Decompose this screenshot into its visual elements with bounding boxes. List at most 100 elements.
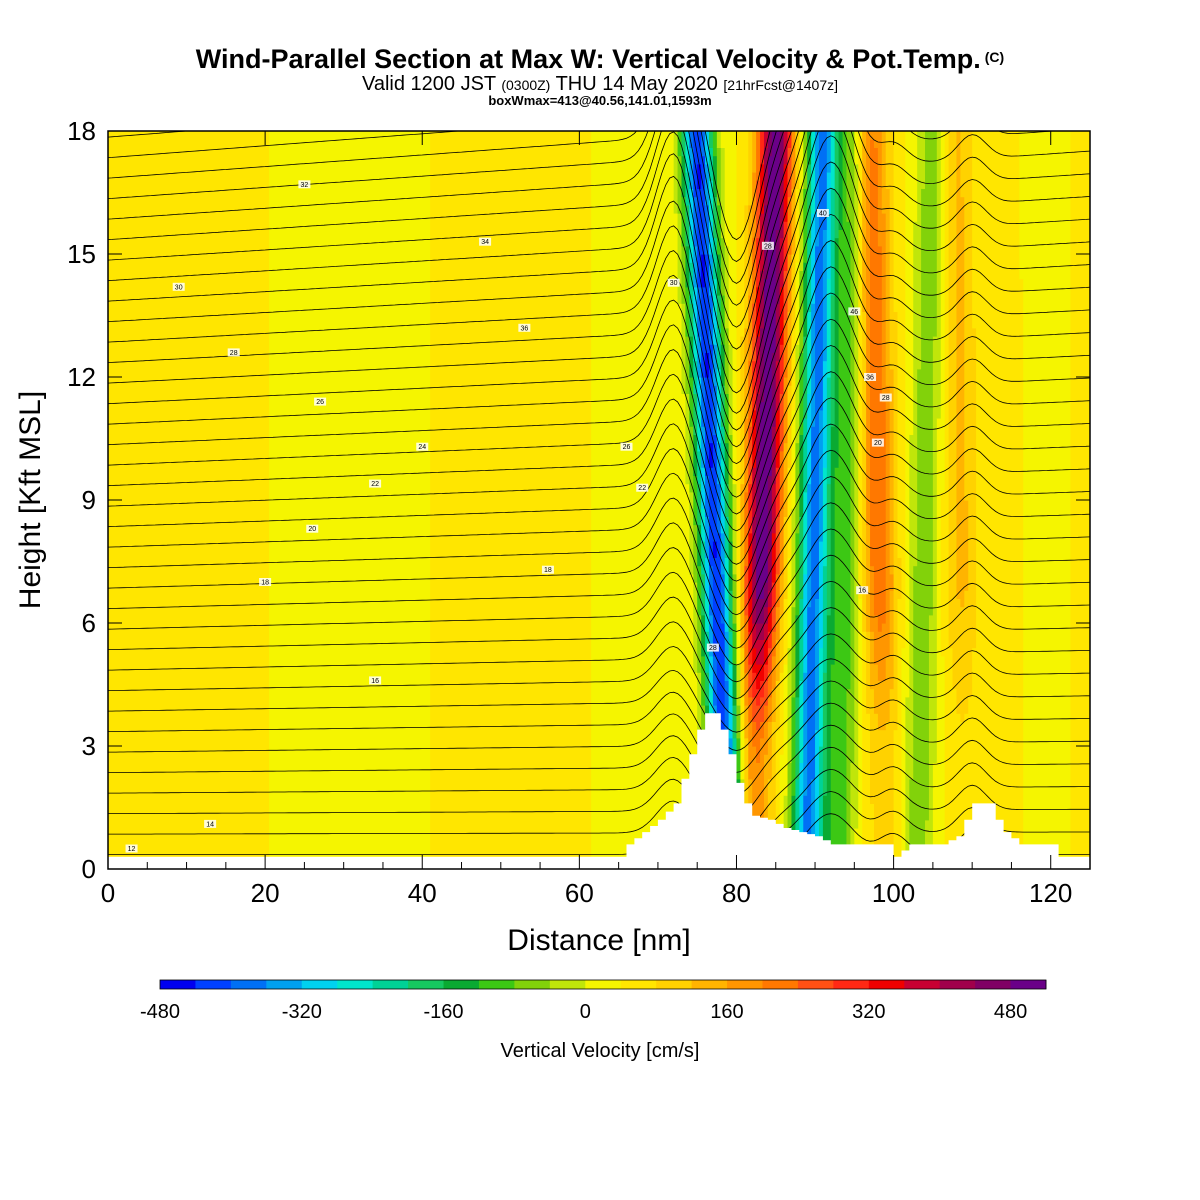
velocity-cell: [779, 450, 785, 509]
isentrope-label: 36: [866, 375, 874, 382]
velocity-cell: [866, 713, 871, 869]
velocity-cell: [877, 631, 883, 681]
colorbar-swatch: [372, 980, 409, 989]
velocity-cell: [752, 721, 757, 747]
velocity-cell: [701, 254, 706, 288]
velocity-cell: [661, 131, 667, 869]
isentrope-label-bg: [816, 209, 829, 217]
velocity-cell: [964, 131, 969, 501]
velocity-cell: [795, 131, 800, 189]
velocity-cell: [740, 696, 745, 731]
isentrope-line: [108, 131, 777, 262]
colorbar-swatch: [301, 980, 338, 989]
velocity-cell: [123, 131, 129, 869]
valid-time: Valid 1200 JST: [361, 73, 496, 95]
velocity-cell: [697, 614, 702, 673]
velocity-cell: [744, 614, 749, 673]
velocity-cell: [335, 131, 341, 869]
velocity-cell: [693, 131, 698, 198]
velocity-cell: [964, 590, 969, 714]
isentrope-label-bg: [871, 438, 884, 447]
velocity-cell: [599, 131, 604, 869]
velocity-cell: [807, 483, 812, 608]
isentrope-label-bg: [864, 373, 877, 381]
velocity-cell: [716, 327, 722, 370]
velocity-cell: [783, 319, 789, 378]
velocity-cell: [724, 598, 730, 632]
velocity-cell: [952, 131, 958, 690]
velocity-cell: [760, 721, 765, 739]
velocity-cell: [826, 483, 832, 616]
velocity-cell: [689, 229, 694, 263]
velocity-cell: [701, 377, 706, 427]
velocity-cell: [775, 729, 781, 869]
velocity-cell: [245, 131, 251, 869]
velocity-cell: [763, 664, 769, 681]
velocity-cell: [720, 295, 726, 345]
velocity-cell: [689, 573, 694, 869]
colorbar-swatch: [833, 980, 870, 989]
velocity-cell: [870, 139, 875, 567]
velocity-cell: [1015, 131, 1020, 869]
velocity-cell: [1042, 131, 1048, 869]
velocity-cell: [799, 516, 804, 599]
velocity-cell: [697, 672, 702, 763]
colorbar-tick-label: 480: [994, 1001, 1027, 1023]
velocity-cell: [822, 672, 828, 796]
velocity-cell: [960, 196, 965, 608]
isentrope-line: [108, 724, 1090, 817]
velocity-cell: [760, 598, 765, 624]
velocity-cell: [563, 131, 569, 869]
velocity-cell: [752, 131, 757, 173]
velocity-cell: [795, 262, 800, 345]
velocity-cell: [787, 467, 793, 558]
isentrope-line: [108, 213, 1090, 465]
isentrope-line: [108, 131, 1090, 328]
velocity-cell: [681, 303, 687, 394]
velocity-cell: [701, 655, 706, 706]
velocity-cell: [1011, 131, 1016, 869]
velocity-cell: [441, 131, 447, 869]
velocity-cell: [414, 131, 419, 869]
velocity-cell: [528, 131, 533, 869]
x-tick-label: 40: [408, 878, 437, 908]
isentrope-label: 18: [544, 567, 552, 574]
velocity-cell: [693, 196, 698, 247]
velocity-cell: [752, 623, 757, 649]
colorbar-swatch: [230, 980, 267, 989]
velocity-cell: [885, 131, 891, 189]
velocity-cell: [638, 131, 643, 869]
velocity-cell: [473, 131, 478, 869]
velocity-cell: [489, 131, 494, 869]
velocity-cell: [646, 131, 651, 869]
velocity-cell: [630, 131, 635, 869]
velocity-cell: [720, 459, 726, 501]
velocity-cell: [712, 155, 718, 198]
isentrope-label: 30: [670, 280, 678, 287]
isentrope-label-bg: [227, 348, 240, 357]
colorbar-swatch: [443, 980, 480, 989]
colorbar-swatch: [549, 980, 586, 989]
velocity-cell: [877, 131, 883, 247]
velocity-cell: [775, 229, 781, 304]
velocity-cell: [701, 614, 706, 657]
velocity-cell: [716, 254, 722, 296]
velocity-cell: [791, 508, 796, 608]
velocity-cell: [602, 131, 608, 869]
velocity-cell: [716, 483, 722, 534]
velocity-cell: [744, 327, 749, 419]
velocity-cell: [760, 696, 765, 722]
velocity-cell: [779, 672, 785, 755]
velocity-cell: [783, 221, 789, 271]
velocity-cell: [210, 131, 215, 869]
velocity-cell: [551, 131, 557, 869]
velocity-cell: [822, 565, 828, 673]
colorbar-tick-label: 320: [852, 1001, 885, 1023]
velocity-cell: [716, 131, 722, 148]
velocity-cell: [913, 221, 918, 567]
colorbar-tick-label: -160: [423, 1001, 463, 1023]
isentrope-line: [108, 580, 1090, 700]
velocity-cell: [445, 131, 451, 869]
isentrope-label: 28: [764, 243, 772, 250]
